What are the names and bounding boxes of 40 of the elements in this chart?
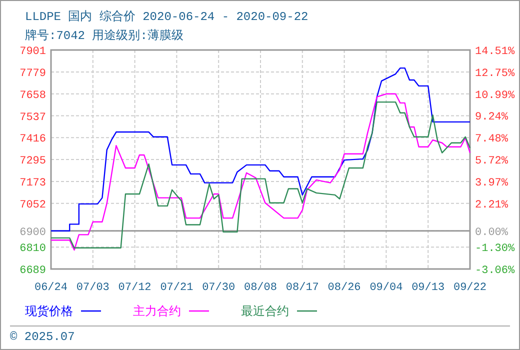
- x-tick-label: 08/26: [328, 282, 361, 294]
- y-tick-label: 6900: [20, 226, 46, 239]
- y-tick-label: 6689: [20, 265, 46, 277]
- x-tick-label: 07/21: [160, 282, 194, 294]
- y2-tick-label: 3.97%: [475, 177, 508, 190]
- y2-tick-label: 10.99%: [475, 90, 516, 102]
- y2-tick-label: 14.51%: [475, 46, 516, 58]
- x-tick-label: 08/08: [244, 282, 278, 294]
- y-tick-label: 7416: [20, 134, 46, 146]
- x-tick-label: 07/30: [202, 282, 236, 294]
- x-tick-label: 09/22: [453, 282, 487, 294]
- y2-tick-label: 2.21%: [475, 199, 508, 212]
- y2-tick-label: -1.30%: [475, 243, 516, 256]
- y2-tick-label: 9.24%: [475, 112, 508, 124]
- x-tick-label: 09/04: [370, 282, 404, 294]
- legend-label: 主力合约: [133, 304, 181, 319]
- y2-tick-label: 7.48%: [475, 134, 508, 146]
- y-tick-label: 6810: [20, 243, 46, 256]
- y2-tick-label: 5.72%: [475, 156, 508, 168]
- y2-tick-label: -3.06%: [475, 265, 516, 277]
- y-tick-label: 7537: [20, 112, 46, 124]
- line-series: [50, 67, 471, 232]
- y-tick-label: 7901: [20, 46, 46, 58]
- y-tick-label: 7295: [20, 156, 46, 168]
- y-tick-label: 7779: [20, 68, 46, 80]
- x-tick-label: 06/24: [34, 282, 68, 294]
- y-tick-label: 7173: [20, 178, 46, 190]
- y2-tick-label: 0.00%: [475, 226, 508, 239]
- y-tick-label: 7658: [20, 90, 46, 102]
- y2-tick-label: 12.75%: [475, 68, 516, 80]
- x-tick-label: 07/12: [118, 282, 152, 294]
- legend-label: 最近合约: [241, 305, 289, 319]
- y-tick-label: 7052: [20, 199, 46, 212]
- x-tick-label: 09/13: [412, 282, 445, 294]
- chart-title: LLDPE 国内 综合价 2020-06-24 - 2020-09-22: [25, 9, 308, 24]
- x-tick-label: 08/17: [286, 282, 319, 294]
- text: © 2025.07: [10, 330, 75, 344]
- legend-label: 现货价格: [25, 305, 73, 319]
- chart-subtitle: 牌号:7042 用途级别:薄膜级: [25, 29, 184, 43]
- x-tick-label: 07/03: [76, 282, 110, 294]
